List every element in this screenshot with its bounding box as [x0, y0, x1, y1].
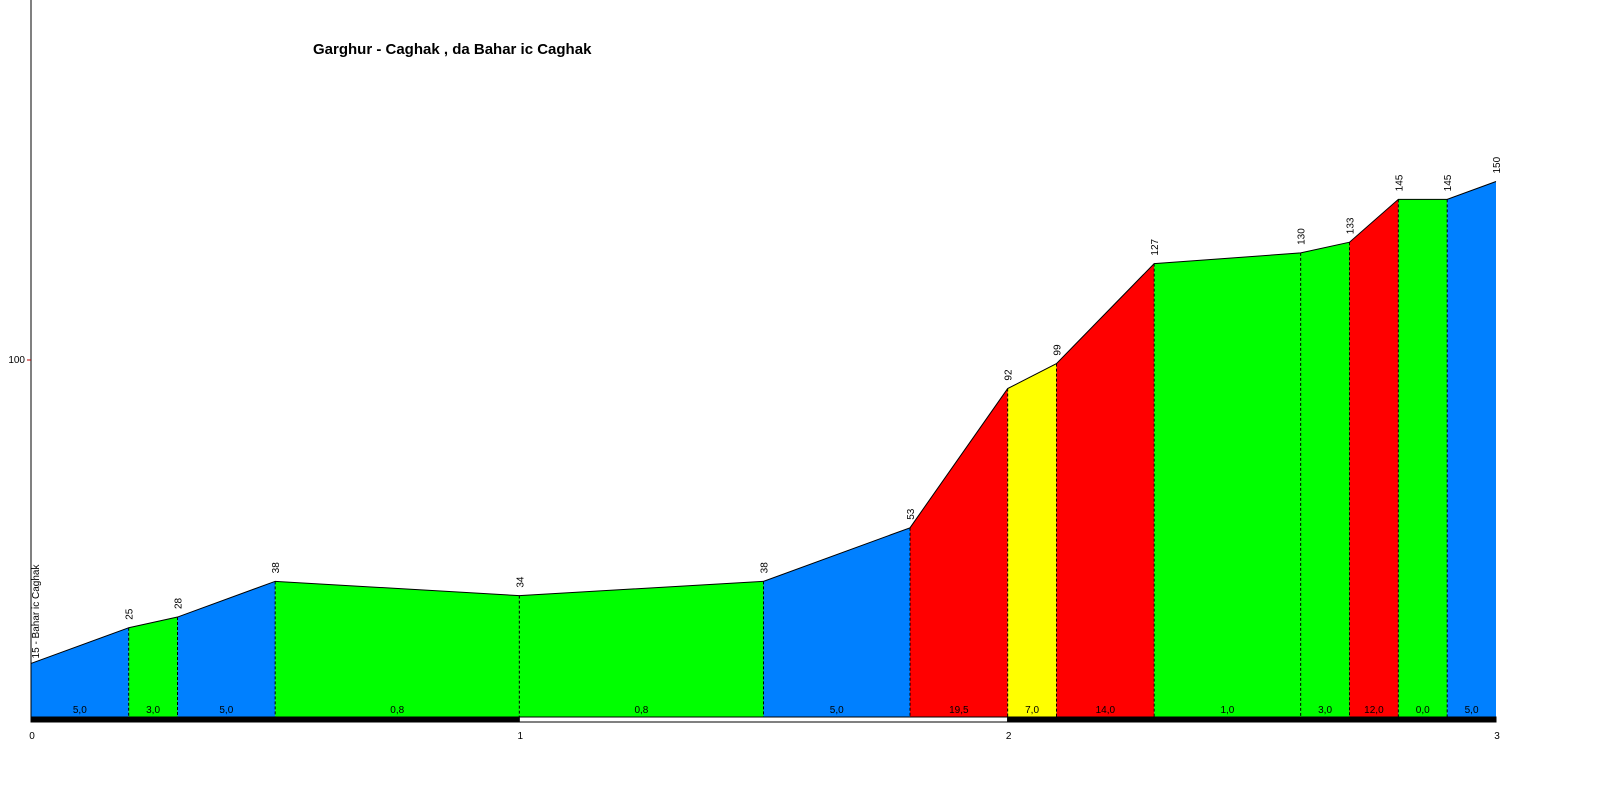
elevation-label: 130	[1297, 228, 1308, 245]
profile-segment	[128, 617, 178, 717]
profile-segment	[1300, 242, 1350, 717]
chart-title: Garghur - Caghak , da Bahar ic Caghak	[313, 41, 592, 58]
gradient-label: 3,0	[1318, 705, 1332, 716]
gradient-label: 19,5	[949, 705, 969, 716]
gradient-label: 14,0	[1096, 705, 1116, 716]
x-tick-label: 1	[518, 731, 524, 742]
gradient-label: 5,0	[830, 705, 844, 716]
profile-labels: 25 28 38 34 38 53 92 99 127 130 133 145 145 150 15 - B…	[31, 156, 1503, 716]
elevation-label: 38	[271, 562, 282, 574]
elevation-label: 34	[515, 576, 526, 588]
elevation-label: 133	[1346, 217, 1357, 234]
elevation-label: 99	[1053, 344, 1064, 356]
distance-bar-segment	[1007, 716, 1497, 723]
gradient-label: 7,0	[1025, 705, 1039, 716]
profile-segment	[910, 388, 1008, 717]
distance-bar-segment	[518, 716, 1009, 723]
profile-segment	[31, 627, 129, 717]
profile-segments	[30, 181, 1497, 718]
gradient-label: 0,8	[634, 705, 648, 716]
elevation-label: 127	[1150, 238, 1161, 255]
distance-bar-segment	[30, 716, 520, 723]
profile-segment	[763, 527, 910, 717]
elevation-label: 145	[1443, 174, 1454, 191]
gradient-label: 0,8	[390, 705, 404, 716]
elevation-label: 28	[174, 597, 185, 609]
x-tick-label: 3	[1494, 731, 1500, 742]
elevation-label: 53	[906, 508, 917, 520]
y-tick-label: 100	[8, 355, 25, 366]
gradient-label: 5,0	[219, 705, 233, 716]
profile-segment	[275, 581, 520, 717]
gradient-label: 12,0	[1364, 705, 1384, 716]
elevation-label: 92	[1004, 369, 1015, 381]
profile-segment	[1349, 199, 1399, 718]
profile-segment	[519, 581, 764, 717]
gradient-label: 0,0	[1416, 705, 1430, 716]
elevation-label: 38	[760, 562, 771, 574]
profile-segment	[177, 581, 276, 717]
gradient-label: 5,0	[73, 705, 87, 716]
axes: 100 0 1 2 3	[8, 0, 1500, 742]
profile-segment	[1007, 363, 1057, 717]
elevation-label: 145	[1394, 174, 1405, 191]
gradient-label: 1,0	[1220, 705, 1234, 716]
profile-segment	[1056, 263, 1155, 717]
profile-segment	[1398, 199, 1448, 718]
profile-segment	[1154, 252, 1301, 717]
elevation-label: 25	[125, 608, 136, 620]
elevation-label: 150	[1492, 156, 1503, 173]
x-tick-label: 2	[1006, 731, 1012, 742]
start-label: 15 - Bahar ic Caghak	[31, 564, 42, 659]
profile-segment	[1447, 181, 1496, 717]
gradient-label: 5,0	[1465, 705, 1479, 716]
x-tick-label: 0	[29, 731, 35, 742]
gradient-label: 3,0	[146, 705, 160, 716]
